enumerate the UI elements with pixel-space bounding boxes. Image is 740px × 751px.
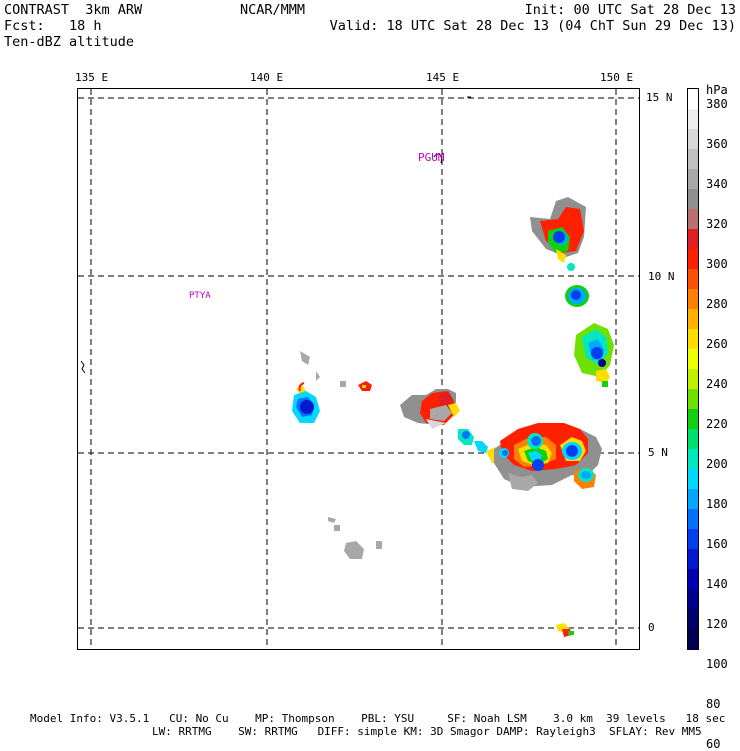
colorbar-segment <box>688 469 698 490</box>
title-line: CONTRAST 3km ARW <box>4 2 143 18</box>
colorbar-segment <box>688 209 698 230</box>
colorbar-tick-label: 240 <box>706 377 728 391</box>
model-info-line1: Model Info: V3.5.1 CU: No Cu MP: Thompso… <box>30 712 726 725</box>
colorbar-segment <box>688 429 698 450</box>
colorbar-segment <box>688 349 698 370</box>
colorbar-tick-label: 180 <box>706 497 728 511</box>
storm-cell-small <box>358 381 372 391</box>
colorbar-segment <box>688 629 698 650</box>
lat-label-5n: 5 N <box>648 446 668 459</box>
organization: NCAR/MMM <box>240 2 306 18</box>
grid-lines <box>78 89 639 649</box>
colorbar-unit: hPa <box>706 83 728 97</box>
colorbar-segment <box>688 569 698 590</box>
lat-label-0: 0 <box>648 621 655 634</box>
colorbar-segment <box>688 549 698 570</box>
storm-cell-10n <box>565 285 589 307</box>
colorbar-tick-label: 260 <box>706 337 728 351</box>
colorbar-segment <box>688 229 698 250</box>
colorbar-segment <box>688 289 698 310</box>
colorbar-segment <box>688 529 698 550</box>
lon-label-150: 150 E <box>600 71 634 84</box>
colorbar-tick-label: 380 <box>706 97 728 111</box>
storm-cell-west <box>292 382 320 423</box>
station-label-ptya: PTYA <box>189 291 211 301</box>
colorbar-segment <box>688 89 698 110</box>
station-label-pgum: PGUM <box>418 151 445 164</box>
colorbar-tick-label: 100 <box>706 657 728 671</box>
map-canvas <box>78 89 639 649</box>
colorbar-segment <box>688 409 698 430</box>
forecast-hour: Fcst: 18 h <box>4 18 102 34</box>
storm-cluster-se <box>458 423 602 491</box>
radar-map[interactable]: PGUM PTYA <box>77 88 640 650</box>
colorbar-tick-label: 120 <box>706 617 728 631</box>
colorbar-segment <box>688 109 698 130</box>
colorbar-segment <box>688 249 698 270</box>
lon-label-135: 135 E <box>75 71 109 84</box>
colorbar-segment <box>688 129 698 150</box>
colorbar-tick-label: 80 <box>706 697 721 711</box>
valid-time: Valid: 18 UTC Sat 28 Dec 13 (04 ChT Sun … <box>329 18 736 34</box>
colorbar-tick-label: 300 <box>706 257 728 271</box>
colorbar-segment <box>688 509 698 530</box>
lat-label-10n: 10 N <box>648 270 675 283</box>
colorbar-segment <box>688 369 698 390</box>
colorbar-segment <box>688 589 698 610</box>
colorbar-tick-label: 140 <box>706 577 728 591</box>
colorbar-tick-label: 160 <box>706 537 728 551</box>
palau-island <box>80 360 86 374</box>
storm-cluster-east <box>574 323 614 387</box>
lat-label-15n: 15 N <box>646 91 673 104</box>
shallow-echoes <box>300 351 382 559</box>
storm-cell-equator <box>556 623 574 637</box>
colorbar-segment <box>688 389 698 410</box>
model-info-line2: LW: RRTMG SW: RRTMG DIFF: simple KM: 3D … <box>152 725 702 738</box>
colorbar <box>687 88 699 650</box>
storm-cluster-central <box>400 389 460 429</box>
lon-label-140: 140 E <box>250 71 284 84</box>
colorbar-segment <box>688 449 698 470</box>
colorbar-segment <box>688 169 698 190</box>
guam-island <box>433 153 443 164</box>
colorbar-tick-label: 220 <box>706 417 728 431</box>
colorbar-tick-label: 320 <box>706 217 728 231</box>
colorbar-segment <box>688 489 698 510</box>
init-time: Init: 00 UTC Sat 28 Dec 13 <box>524 2 736 18</box>
islands <box>80 96 471 374</box>
colorbar-tick-label: 200 <box>706 457 728 471</box>
colorbar-tick-label: 340 <box>706 177 728 191</box>
colorbar-segment <box>688 269 698 290</box>
colorbar-segment <box>688 149 698 170</box>
colorbar-segment <box>688 329 698 350</box>
colorbar-tick-label: 280 <box>706 297 728 311</box>
colorbar-segment <box>688 609 698 630</box>
lon-label-145: 145 E <box>426 71 460 84</box>
colorbar-segment <box>688 189 698 210</box>
storm-cluster-ne <box>530 197 586 271</box>
colorbar-segment <box>688 309 698 330</box>
colorbar-tick-label: 360 <box>706 137 728 151</box>
field-name: Ten-dBZ altitude <box>4 34 135 50</box>
